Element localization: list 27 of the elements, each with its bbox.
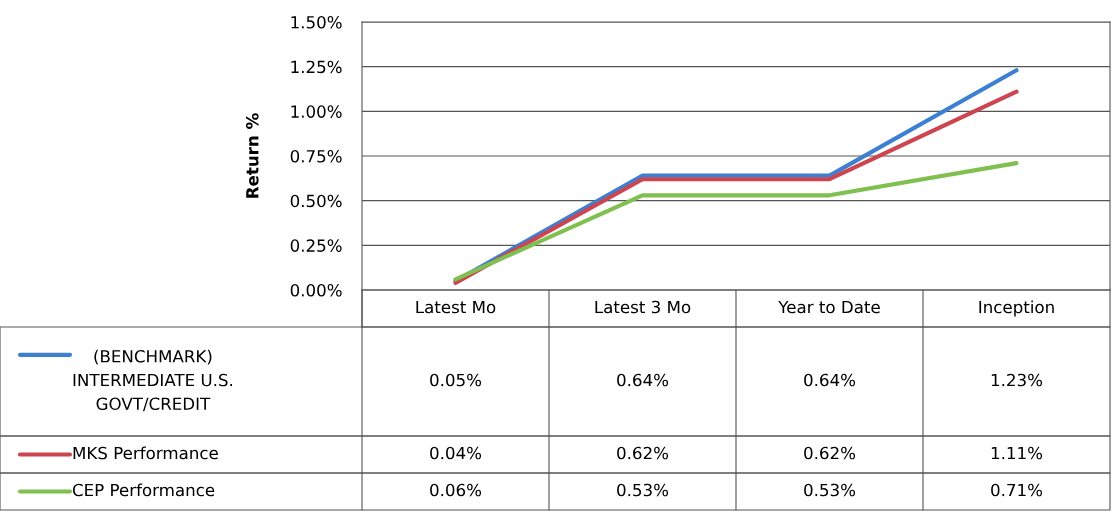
data-label: 0.62% — [617, 446, 669, 460]
x-tick-label: Latest Mo — [416, 300, 496, 314]
data-label: 0.53% — [617, 483, 669, 497]
x-tick-label: Inception — [979, 300, 1054, 317]
data-label: 0.05% — [430, 373, 482, 387]
data-label: 1.11% — [991, 446, 1043, 460]
legend-label: MKS Performance — [73, 446, 218, 460]
legend-label: CEP Performance — [72, 483, 215, 497]
y-tick-label: 1.25% — [291, 60, 342, 74]
y-tick-label: 0.00% — [290, 283, 342, 297]
y-tick-label: 0.50% — [290, 194, 342, 208]
y-tick-label: 0.25% — [290, 239, 342, 252]
y-tick-label: 0.75% — [290, 149, 342, 163]
y-axis-title: Return % — [246, 113, 259, 198]
data-label: 0.06% — [430, 483, 482, 497]
y-tick-label: 1.50% — [291, 15, 342, 29]
data-label: 0.71% — [991, 483, 1043, 497]
legend-label: (BENCHMARK) INTERMEDIATE U.S. GOVT/CREDIT — [73, 349, 233, 412]
data-label: 1.23% — [991, 373, 1043, 387]
y-tick-label: 1.00% — [291, 105, 342, 118]
x-tick-label: Year to Date — [778, 300, 880, 314]
data-label: 0.62% — [804, 446, 856, 460]
data-label: 0.53% — [804, 483, 856, 497]
data-label: 0.64% — [617, 373, 669, 387]
data-label: 0.64% — [804, 373, 856, 387]
data-label: 0.04% — [430, 446, 482, 460]
x-tick-label: Latest 3 Mo — [595, 300, 691, 314]
